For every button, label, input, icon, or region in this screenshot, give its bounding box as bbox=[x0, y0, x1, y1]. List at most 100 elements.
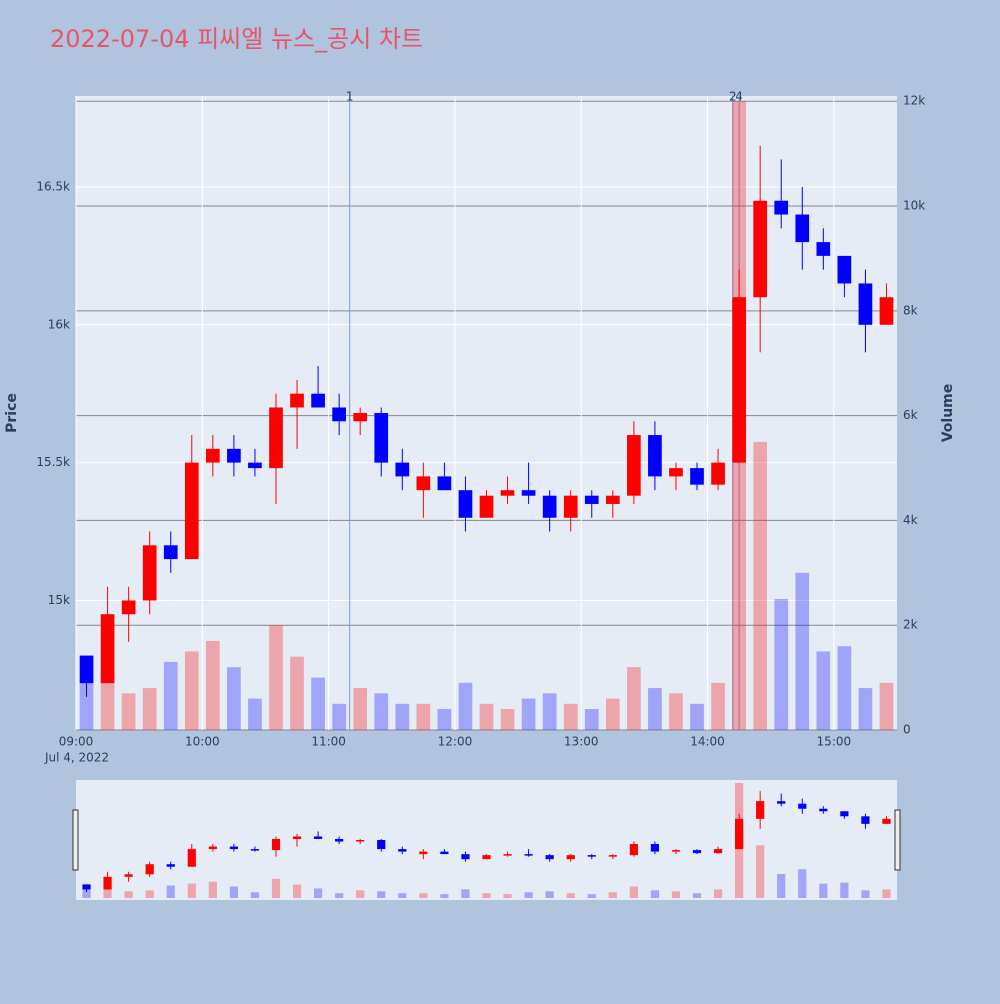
candle-body bbox=[163, 545, 178, 560]
candle-body bbox=[332, 407, 346, 422]
volume-bar bbox=[124, 891, 133, 898]
volume-bar bbox=[419, 893, 428, 898]
y2-tick-label: 2k bbox=[903, 618, 918, 632]
candle-body bbox=[521, 490, 536, 496]
candle-body bbox=[798, 803, 807, 809]
volume-bar bbox=[205, 640, 220, 730]
candle-body bbox=[542, 495, 557, 518]
candle-body bbox=[882, 818, 891, 824]
volume-bar bbox=[145, 890, 154, 898]
range-handle-left[interactable] bbox=[72, 809, 79, 871]
volume-bar bbox=[398, 893, 407, 898]
volume-bar bbox=[713, 889, 723, 898]
volume-bar bbox=[798, 869, 807, 898]
volume-bar bbox=[500, 709, 515, 730]
volume-bar bbox=[669, 693, 683, 730]
volume-bar bbox=[290, 656, 304, 730]
volume-bar bbox=[374, 693, 389, 730]
volume-bar bbox=[187, 883, 196, 898]
candle-body bbox=[753, 200, 768, 298]
volume-bar bbox=[458, 682, 473, 730]
y2-tick-label: 10k bbox=[903, 199, 925, 213]
volume-bar bbox=[416, 703, 431, 730]
candle-body bbox=[121, 600, 136, 615]
x-tick-label: 13:00 bbox=[564, 735, 599, 749]
candle-body bbox=[584, 495, 599, 504]
candle-body bbox=[437, 476, 452, 491]
candle-body bbox=[461, 854, 470, 860]
y2-axis-title: Volume bbox=[940, 384, 956, 443]
candle-body bbox=[713, 849, 723, 854]
volume-bar bbox=[332, 703, 346, 730]
volume-bar bbox=[650, 890, 660, 898]
x-tick-label: 12:00 bbox=[438, 735, 473, 749]
range-slider[interactable] bbox=[76, 780, 897, 900]
range-handle-right[interactable] bbox=[894, 809, 901, 871]
candle-body bbox=[629, 844, 638, 856]
volume-bar bbox=[587, 894, 596, 898]
candle-body bbox=[142, 545, 157, 601]
candle-body bbox=[290, 393, 304, 408]
volume-bar bbox=[103, 887, 112, 898]
volume-bar bbox=[440, 894, 449, 898]
volume-bar bbox=[82, 889, 91, 898]
volume-bar bbox=[437, 709, 452, 730]
volume-bar bbox=[774, 599, 789, 730]
candle-body bbox=[377, 840, 386, 850]
volume-bar bbox=[524, 892, 533, 898]
candle-body bbox=[248, 462, 262, 469]
candle-body bbox=[458, 490, 473, 518]
volume-bar bbox=[882, 889, 891, 898]
volume-bar bbox=[756, 845, 765, 898]
candle-body bbox=[819, 808, 828, 812]
volume-bar bbox=[269, 625, 283, 730]
volume-bar bbox=[837, 646, 852, 730]
volume-bar bbox=[819, 883, 828, 898]
volume-bar bbox=[163, 661, 178, 730]
x-tick-label: 10:00 bbox=[185, 735, 220, 749]
candle-body bbox=[269, 407, 283, 469]
candle-body bbox=[440, 851, 449, 855]
volume-bar bbox=[608, 892, 617, 898]
volume-bar bbox=[208, 881, 217, 898]
candle-body bbox=[563, 495, 578, 518]
candle-body bbox=[608, 855, 617, 857]
candle-body bbox=[356, 840, 365, 842]
candle-body bbox=[82, 884, 91, 890]
candle-body bbox=[292, 836, 302, 839]
candle-body bbox=[692, 850, 702, 854]
y2-tick-label: 4k bbox=[903, 513, 918, 527]
candle-body bbox=[395, 462, 410, 477]
volume-bar bbox=[248, 698, 262, 730]
x-tick-label: 11:00 bbox=[311, 735, 346, 749]
candle-body bbox=[187, 849, 196, 867]
candle-body bbox=[419, 851, 428, 855]
volume-bar bbox=[271, 878, 281, 898]
candle-body bbox=[166, 864, 175, 867]
volume-bar bbox=[690, 703, 704, 730]
volume-bar bbox=[584, 709, 599, 730]
candle-body bbox=[879, 297, 894, 325]
candle-body bbox=[858, 283, 873, 325]
volume-bar bbox=[311, 677, 325, 730]
x-tick-label: 15:00 bbox=[817, 735, 852, 749]
x-date-label: Jul 4, 2022 bbox=[44, 751, 109, 765]
candle-body bbox=[374, 413, 389, 463]
volume-bar bbox=[479, 703, 494, 730]
volume-bar bbox=[648, 688, 662, 730]
volume-bar bbox=[542, 693, 557, 730]
volume-bar bbox=[545, 891, 554, 898]
candle-body bbox=[250, 849, 260, 851]
volume-bar bbox=[461, 889, 470, 898]
volume-bar bbox=[356, 890, 365, 898]
candle-body bbox=[566, 855, 575, 860]
volume-bar bbox=[229, 886, 238, 898]
plot-area bbox=[76, 96, 897, 730]
volume-bar bbox=[79, 682, 94, 730]
volume-bar bbox=[566, 893, 575, 898]
volume-bar bbox=[711, 682, 725, 730]
candle-body bbox=[124, 874, 133, 877]
candle-body bbox=[205, 448, 220, 463]
candle-body bbox=[648, 435, 662, 477]
